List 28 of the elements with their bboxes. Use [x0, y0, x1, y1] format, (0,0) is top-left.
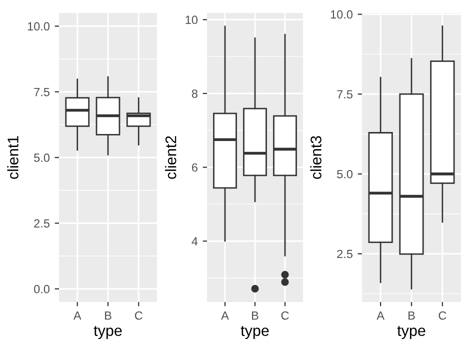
- x-tick-label: B: [105, 311, 112, 320]
- x-tick-label: B: [252, 311, 258, 320]
- y-tick-label: 4: [192, 237, 198, 246]
- x-tick-label: B: [408, 311, 415, 320]
- y-tick-label: 8: [192, 89, 198, 98]
- x-tick-label: C: [281, 311, 289, 320]
- x-tick-label: C: [438, 311, 446, 320]
- x-tick-label: A: [73, 311, 82, 320]
- x-tick-label: A: [221, 311, 229, 320]
- y-tick-label: 2.5: [34, 219, 50, 228]
- y-tick-label: 10: [186, 16, 198, 24]
- y-tick-label: 5.0: [337, 170, 353, 178]
- y-axis-title: client3: [310, 136, 322, 179]
- y-tick-label: 7.5: [337, 90, 352, 99]
- y-tick-label: 10.0: [28, 22, 50, 31]
- y-tick-label: 2.5: [337, 250, 352, 258]
- x-axis-title: type: [397, 326, 426, 340]
- x-axis-title: type: [94, 326, 122, 340]
- y-tick-label: 7.5: [34, 88, 50, 96]
- y-tick-label: 6: [192, 163, 198, 172]
- x-tick-label: C: [134, 311, 142, 320]
- y-tick-label: 0.0: [34, 284, 50, 294]
- y-axis-title: client1: [7, 136, 18, 179]
- y-tick-label: 5.0: [34, 154, 50, 162]
- y-axis-title: client2: [165, 136, 176, 179]
- y-tick-label: 10.0: [330, 10, 353, 19]
- x-tick-label: A: [376, 311, 384, 320]
- x-axis-title: type: [240, 326, 269, 340]
